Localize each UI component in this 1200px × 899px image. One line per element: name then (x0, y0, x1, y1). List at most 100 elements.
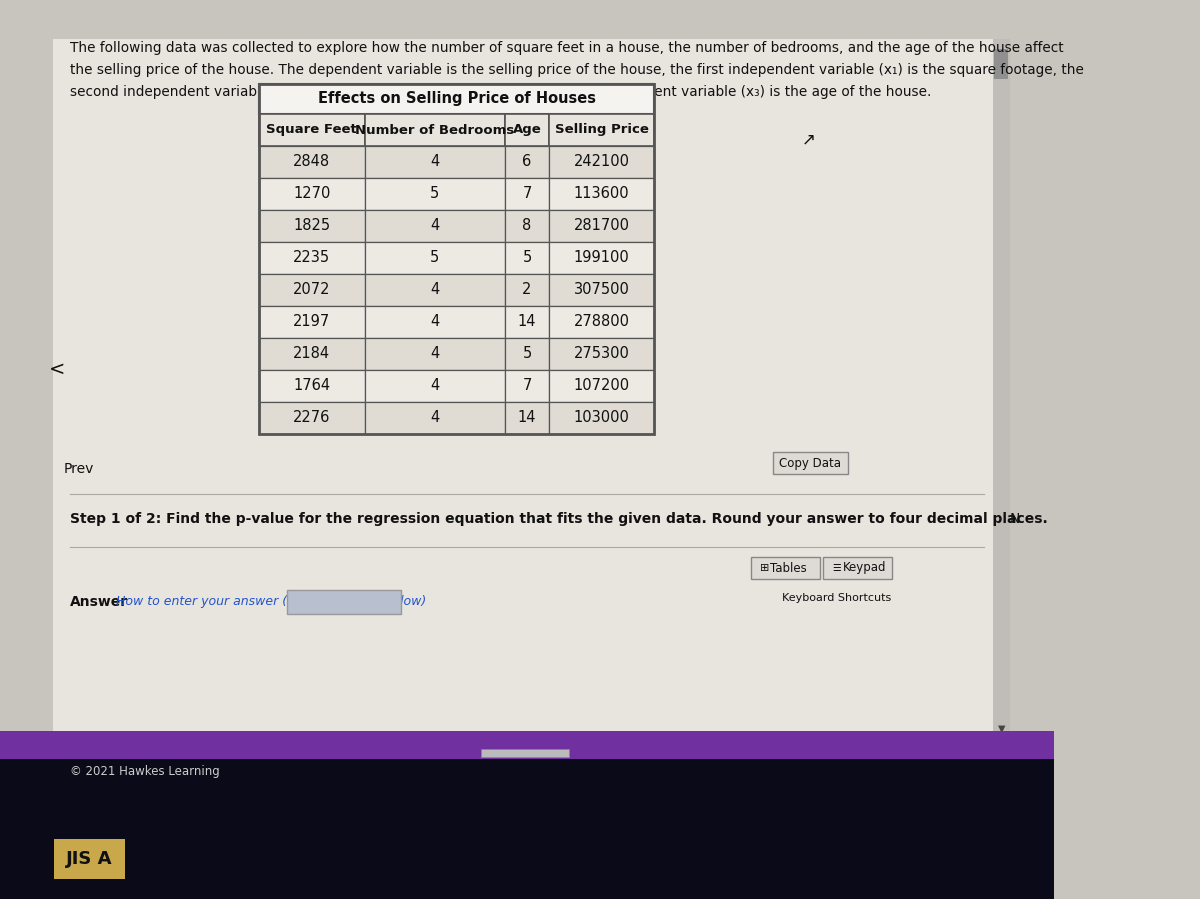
Bar (773, 452, 847, 474)
Bar (751, 557, 820, 579)
Bar (365, 146, 505, 178)
Text: 5: 5 (522, 251, 532, 265)
Text: 275300: 275300 (574, 346, 630, 361)
Text: 2235: 2235 (293, 251, 330, 265)
Bar (550, 210, 654, 242)
Bar (505, 114, 550, 146)
Bar (259, 114, 365, 146)
Bar (550, 402, 654, 434)
Text: 278800: 278800 (574, 315, 630, 330)
Text: 107200: 107200 (574, 378, 630, 394)
Text: 4: 4 (431, 411, 439, 425)
Bar (259, 146, 365, 178)
Text: 5: 5 (431, 251, 439, 265)
Text: 5: 5 (431, 186, 439, 201)
Bar (550, 370, 654, 402)
Bar (550, 178, 654, 210)
Text: 14: 14 (518, 411, 536, 425)
Bar (365, 178, 505, 210)
Text: 103000: 103000 (574, 411, 630, 425)
Text: Prev: Prev (64, 462, 94, 476)
Bar (54, 839, 125, 879)
Text: Square Feet: Square Feet (266, 123, 358, 137)
Bar (287, 590, 402, 614)
Bar (53, 39, 1010, 739)
Text: 2848: 2848 (293, 155, 330, 170)
Text: 5: 5 (522, 346, 532, 361)
Text: 2184: 2184 (293, 346, 330, 361)
Text: second independent variable (x₂) is the number of bedrooms, and the third indepe: second independent variable (x₂) is the … (71, 85, 931, 99)
Text: ☰: ☰ (832, 563, 841, 573)
Text: 4: 4 (431, 346, 439, 361)
Bar (259, 402, 365, 434)
Bar (505, 402, 550, 434)
Bar (992, 39, 1010, 739)
Text: 4: 4 (431, 315, 439, 330)
Text: How to enter your answer (opens in new window): How to enter your answer (opens in new w… (116, 595, 426, 609)
Text: Copy Data: Copy Data (779, 457, 841, 469)
Text: JIS A: JIS A (66, 850, 113, 868)
Bar (365, 114, 505, 146)
Bar (259, 84, 654, 434)
Text: 307500: 307500 (574, 282, 630, 298)
Text: 1270: 1270 (293, 186, 330, 201)
Bar (365, 306, 505, 338)
Text: 14: 14 (518, 315, 536, 330)
Text: N: N (1009, 512, 1020, 526)
Text: The following data was collected to explore how the number of square feet in a h: The following data was collected to expl… (71, 41, 1064, 55)
Text: Number of Bedrooms: Number of Bedrooms (355, 123, 515, 137)
Text: 2197: 2197 (293, 315, 330, 330)
Bar (550, 114, 654, 146)
Bar (823, 557, 892, 579)
Bar (505, 274, 550, 306)
Text: Effects on Selling Price of Houses: Effects on Selling Price of Houses (318, 92, 595, 106)
Text: 1764: 1764 (293, 378, 330, 394)
Bar (550, 306, 654, 338)
Text: 4: 4 (431, 155, 439, 170)
Bar (0, 731, 1054, 759)
Bar (505, 338, 550, 370)
Bar (259, 242, 365, 274)
Text: Keypad: Keypad (842, 562, 886, 574)
Bar (259, 274, 365, 306)
Text: Selling Price: Selling Price (554, 123, 649, 137)
Bar (505, 242, 550, 274)
Bar (259, 178, 365, 210)
Text: Tables: Tables (770, 562, 808, 574)
Text: 199100: 199100 (574, 251, 630, 265)
Bar (505, 178, 550, 210)
Bar (995, 49, 1008, 79)
Bar (365, 210, 505, 242)
Text: Answer: Answer (71, 595, 128, 609)
Bar (365, 338, 505, 370)
Bar (259, 370, 365, 402)
Text: ⊞: ⊞ (760, 563, 769, 573)
Text: Step 1 of 2: Find the p-value for the regression equation that fits the given da: Step 1 of 2: Find the p-value for the re… (71, 512, 1048, 526)
Bar (505, 306, 550, 338)
Bar (365, 274, 505, 306)
Bar (259, 338, 365, 370)
Text: 2276: 2276 (293, 411, 330, 425)
Text: 6: 6 (522, 155, 532, 170)
Text: 2: 2 (522, 282, 532, 298)
Bar (259, 306, 365, 338)
Bar (365, 242, 505, 274)
Bar (550, 242, 654, 274)
Text: 1825: 1825 (293, 218, 330, 234)
Text: 4: 4 (431, 282, 439, 298)
Text: 7: 7 (522, 378, 532, 394)
Bar (365, 370, 505, 402)
Text: Age: Age (512, 123, 541, 137)
Bar (259, 210, 365, 242)
Bar (550, 338, 654, 370)
Text: © 2021 Hawkes Learning: © 2021 Hawkes Learning (71, 764, 220, 778)
Text: ▼: ▼ (997, 724, 1006, 734)
Text: ↗: ↗ (802, 130, 815, 148)
Text: 7: 7 (522, 186, 532, 201)
Bar (505, 370, 550, 402)
Text: 4: 4 (431, 218, 439, 234)
Bar (259, 84, 654, 114)
Text: 2072: 2072 (293, 282, 330, 298)
Text: 242100: 242100 (574, 155, 630, 170)
Text: 113600: 113600 (574, 186, 630, 201)
